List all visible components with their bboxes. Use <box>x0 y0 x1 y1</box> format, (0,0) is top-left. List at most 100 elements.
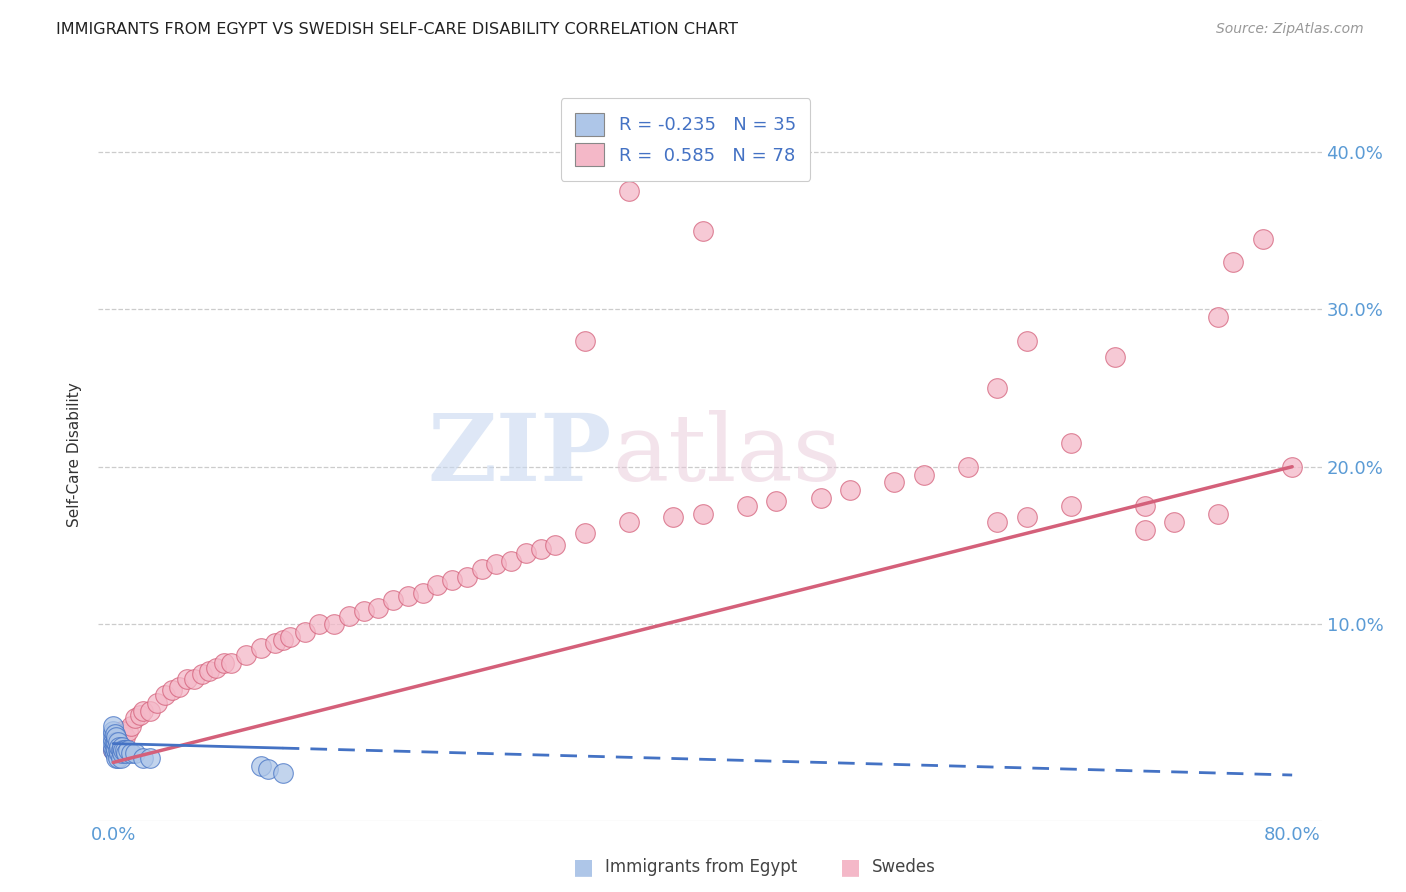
Point <box>278 630 301 644</box>
Point <box>219 657 242 671</box>
Point <box>382 593 405 607</box>
Point <box>114 743 136 757</box>
Point <box>1208 507 1230 521</box>
Point <box>396 589 419 603</box>
Point <box>617 515 640 529</box>
Point <box>105 735 128 749</box>
Point <box>101 723 124 738</box>
Point <box>1104 350 1126 364</box>
Point <box>169 680 191 694</box>
Point <box>108 739 131 754</box>
Point <box>105 743 128 757</box>
Point <box>1208 310 1230 325</box>
Text: ■: ■ <box>574 857 593 877</box>
Point <box>115 746 138 760</box>
Point <box>205 661 228 675</box>
Point <box>212 657 235 671</box>
Point <box>105 750 128 764</box>
Point <box>249 640 271 655</box>
Point <box>104 727 127 741</box>
Point <box>323 617 346 632</box>
Text: Immigrants from Egypt: Immigrants from Egypt <box>605 858 797 876</box>
Text: Swedes: Swedes <box>872 858 935 876</box>
Point <box>198 664 221 678</box>
Point <box>112 743 135 757</box>
Y-axis label: Self-Care Disability: Self-Care Disability <box>67 383 83 527</box>
Point <box>257 762 280 776</box>
Point <box>337 609 360 624</box>
Point <box>810 491 832 505</box>
Point <box>124 711 146 725</box>
Point <box>1163 515 1185 529</box>
Point <box>883 475 905 490</box>
Point <box>544 538 567 552</box>
Point <box>107 750 129 764</box>
Point <box>105 731 128 745</box>
Point <box>574 525 596 540</box>
Point <box>101 735 124 749</box>
Point <box>499 554 522 568</box>
Point <box>104 739 127 754</box>
Point <box>131 750 153 764</box>
Point <box>101 739 124 754</box>
Point <box>107 731 129 745</box>
Point <box>735 499 758 513</box>
Point <box>692 507 714 521</box>
Point <box>412 585 434 599</box>
Point <box>153 688 176 702</box>
Point <box>104 746 127 760</box>
Point <box>111 739 134 754</box>
Point <box>986 381 1008 395</box>
Point <box>1281 459 1303 474</box>
Point <box>107 743 129 757</box>
Point <box>1015 334 1038 348</box>
Text: atlas: atlas <box>612 410 841 500</box>
Point <box>271 632 294 647</box>
Point <box>1133 523 1156 537</box>
Point <box>839 483 862 498</box>
Point <box>308 617 330 632</box>
Point <box>139 750 162 764</box>
Legend: R = -0.235   N = 35, R =  0.585   N = 78: R = -0.235 N = 35, R = 0.585 N = 78 <box>561 98 810 181</box>
Point <box>367 601 389 615</box>
Point <box>235 648 257 663</box>
Point <box>111 723 134 738</box>
Point <box>529 541 551 556</box>
Point <box>956 459 979 474</box>
Point <box>426 577 449 591</box>
Point <box>515 546 537 560</box>
Point <box>183 672 205 686</box>
Point <box>101 731 124 746</box>
Point <box>112 727 135 741</box>
Point <box>1222 255 1244 269</box>
Point <box>120 719 142 733</box>
Text: ZIP: ZIP <box>427 410 612 500</box>
Point <box>139 704 162 718</box>
Point <box>101 719 124 733</box>
Text: Source: ZipAtlas.com: Source: ZipAtlas.com <box>1216 22 1364 37</box>
Point <box>986 515 1008 529</box>
Point <box>101 743 124 757</box>
Point <box>471 562 494 576</box>
Point <box>294 624 316 639</box>
Point <box>117 723 139 738</box>
Point <box>264 636 287 650</box>
Point <box>662 510 685 524</box>
Point <box>114 731 136 745</box>
Point <box>160 683 183 698</box>
Point <box>765 494 787 508</box>
Point <box>104 735 127 749</box>
Point <box>441 573 464 587</box>
Point <box>101 727 124 741</box>
Point <box>190 667 212 681</box>
Point <box>110 743 132 757</box>
Point <box>617 185 640 199</box>
Point <box>353 604 375 618</box>
Point <box>107 735 129 749</box>
Point <box>117 743 139 757</box>
Point <box>1251 232 1274 246</box>
Point <box>1015 510 1038 524</box>
Text: IMMIGRANTS FROM EGYPT VS SWEDISH SELF-CARE DISABILITY CORRELATION CHART: IMMIGRANTS FROM EGYPT VS SWEDISH SELF-CA… <box>56 22 738 37</box>
Point <box>176 672 198 686</box>
Point <box>108 735 131 749</box>
